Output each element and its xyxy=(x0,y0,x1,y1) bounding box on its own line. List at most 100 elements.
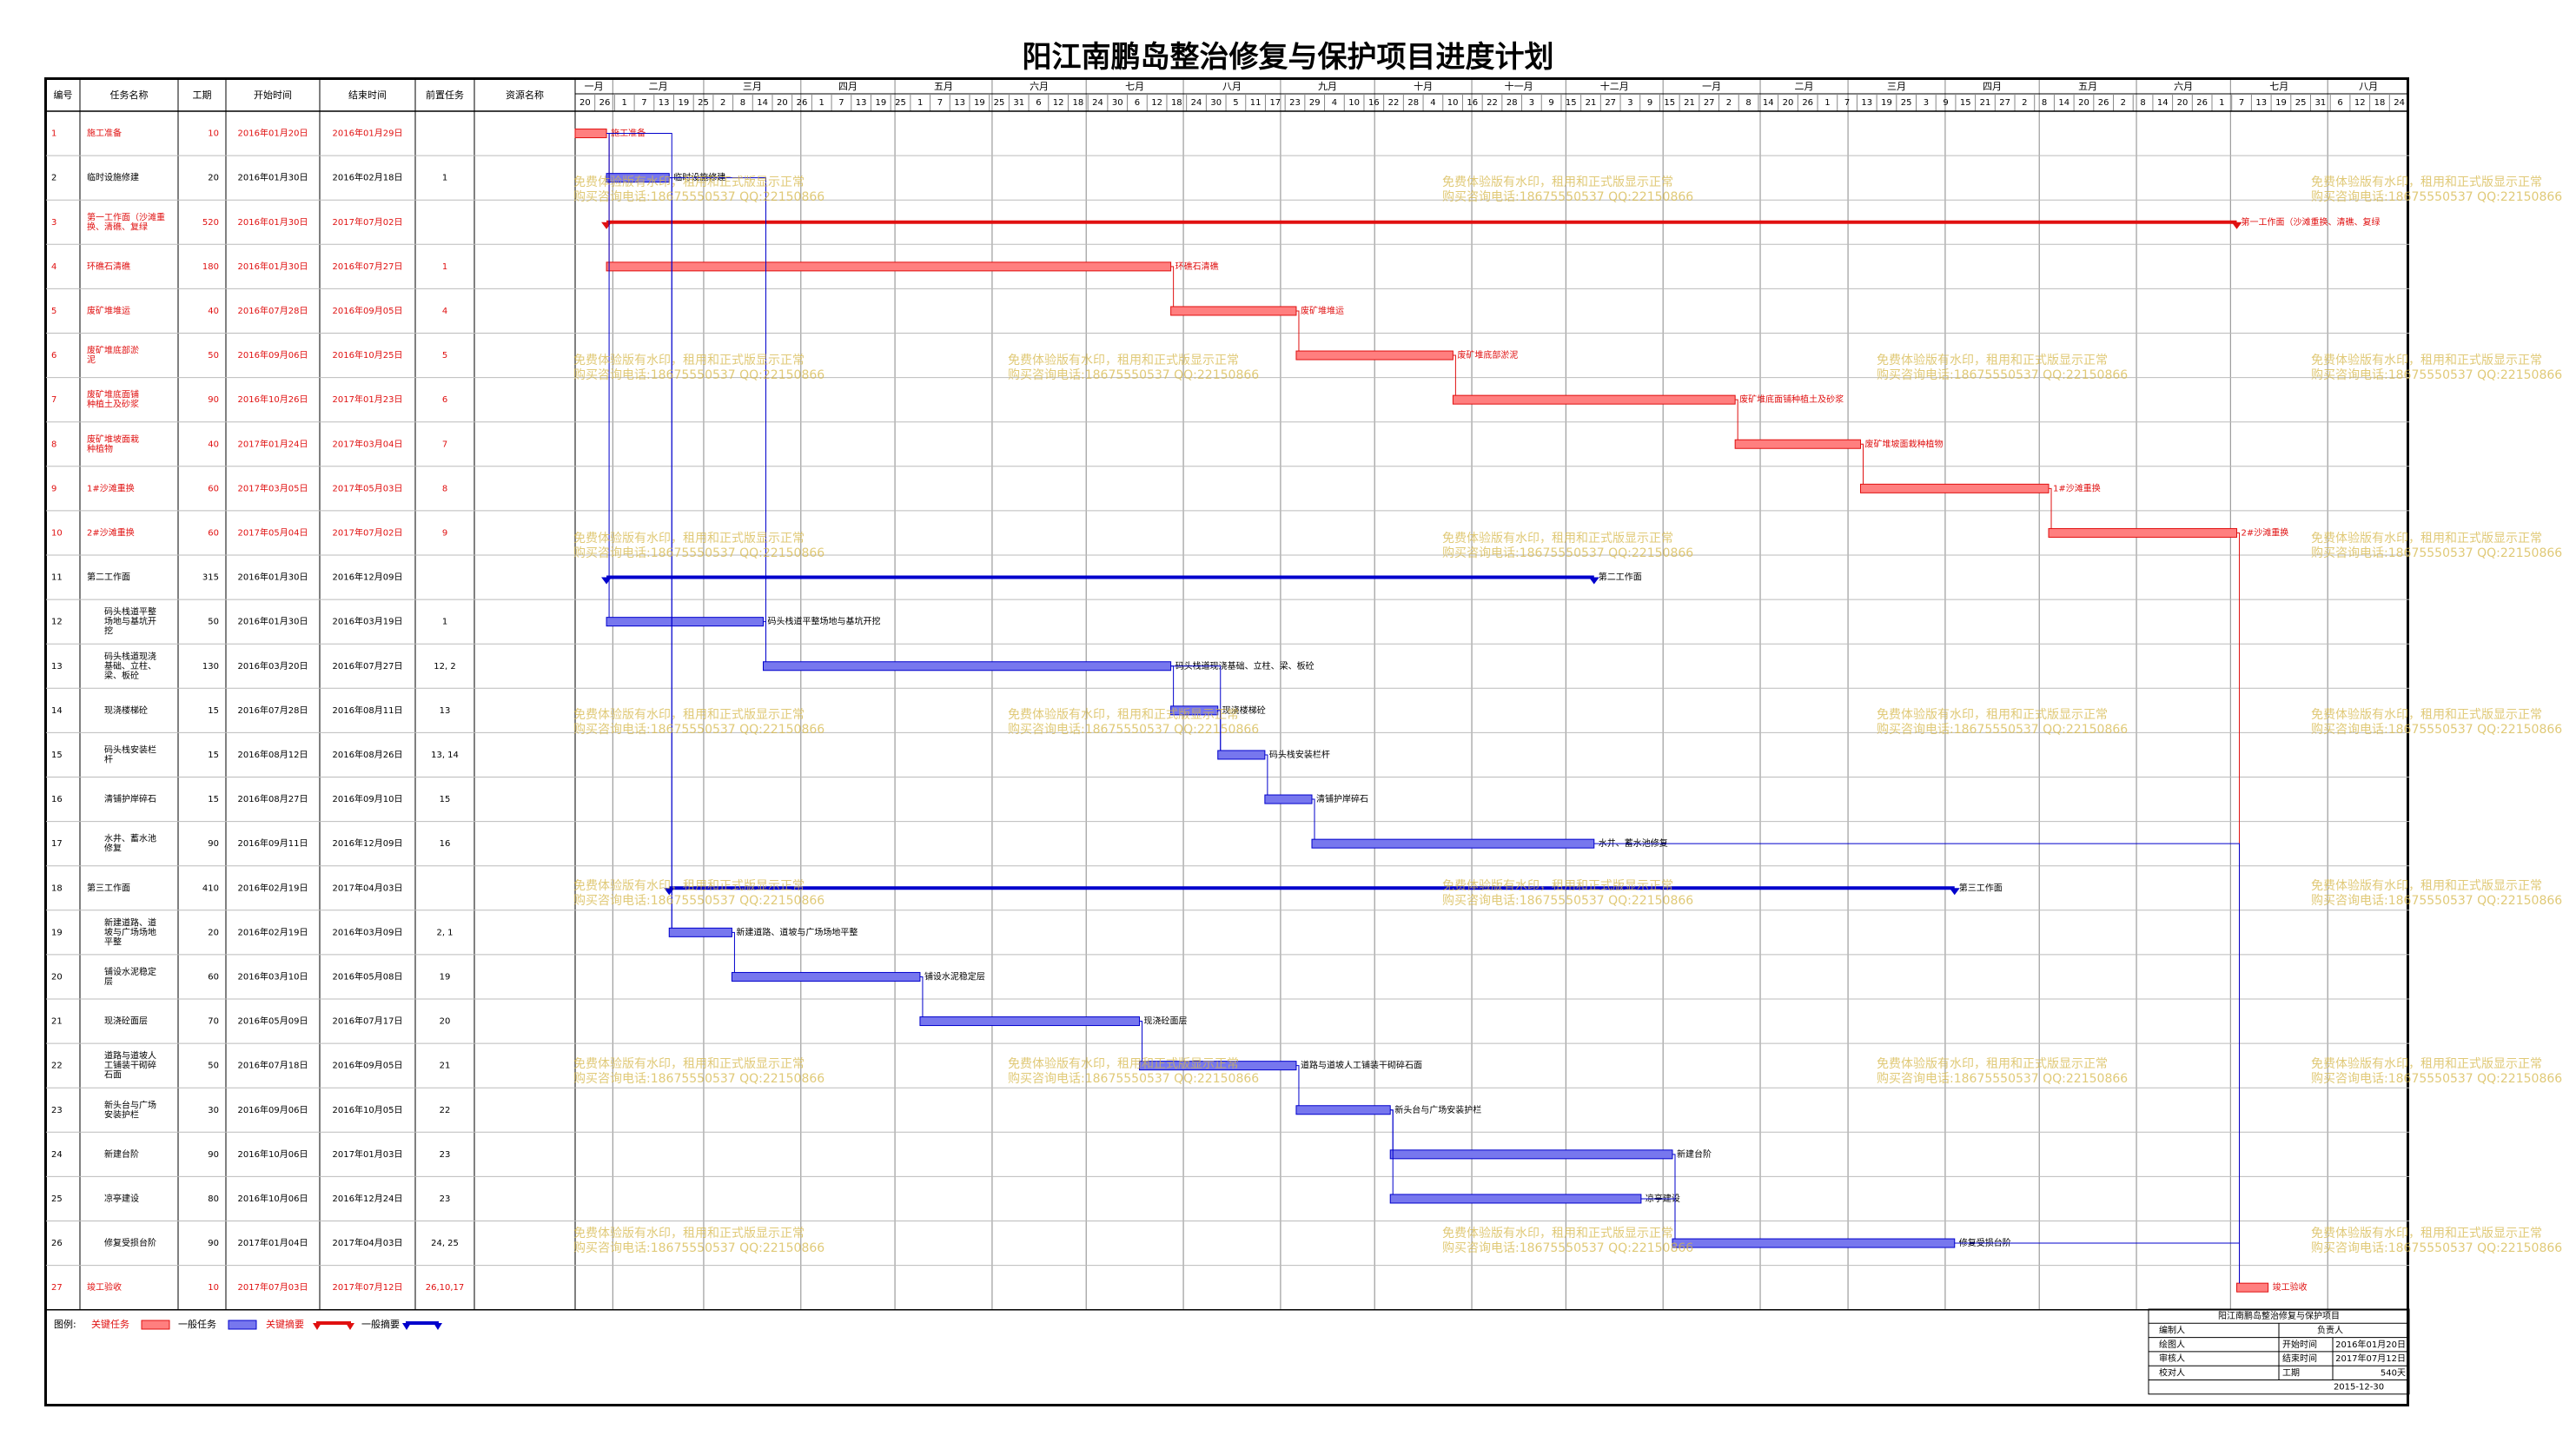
task-name: 码头栈道现浇 xyxy=(104,651,156,662)
bar-label: 现浇砼面层 xyxy=(1144,1016,1188,1027)
task-start: 2016年09月06日 xyxy=(238,349,308,361)
watermark-text: 免费体验版有水印，租用和正式版显示正常 xyxy=(1442,532,1673,546)
task-predecessors: 26,10,17 xyxy=(426,1283,465,1293)
task-start: 2016年07月28日 xyxy=(238,705,308,716)
task-predecessors: 19 xyxy=(440,972,451,982)
day-tick-label: 14 xyxy=(1763,98,1774,108)
day-tick-label: 8 xyxy=(2140,98,2145,108)
task-id: 2 xyxy=(51,174,56,183)
task-end: 2016年09月05日 xyxy=(333,305,403,316)
dependency-line xyxy=(1139,1021,1143,1062)
legend-marker xyxy=(346,1323,354,1330)
task-duration: 90 xyxy=(208,839,219,849)
dependency-line xyxy=(1954,1242,2241,1284)
dependency-line xyxy=(1390,1109,1394,1194)
day-tick-label: 18 xyxy=(1171,98,1182,108)
task-id: 5 xyxy=(51,307,56,316)
watermark-text: 购买咨询电话:18675550537 QQ:22150866 xyxy=(573,723,824,737)
watermark-text: 购买咨询电话:18675550537 QQ:22150866 xyxy=(1877,368,2128,382)
task-id: 22 xyxy=(51,1062,63,1071)
day-tick-label: 24 xyxy=(1191,98,1202,108)
day-tick-label: 9 xyxy=(1943,98,1948,108)
day-tick-label: 22 xyxy=(1388,98,1400,108)
day-tick-label: 30 xyxy=(1112,98,1123,108)
task-id: 12 xyxy=(51,618,63,627)
task-predecessors: 20 xyxy=(440,1017,451,1027)
day-tick-label: 26 xyxy=(797,98,808,108)
day-tick-label: 4 xyxy=(1430,98,1435,108)
task-predecessors: 6 xyxy=(442,395,447,405)
day-tick-label: 17 xyxy=(1269,98,1281,108)
legend-label: 图例: xyxy=(54,1318,76,1330)
task-end: 2016年07月27日 xyxy=(333,660,403,672)
day-tick-label: 20 xyxy=(2078,98,2089,108)
day-tick-label: 15 xyxy=(1960,98,1971,108)
task-duration: 90 xyxy=(208,395,219,405)
day-tick-label: 13 xyxy=(856,98,867,108)
day-tick-label: 1 xyxy=(917,98,923,108)
day-tick-label: 30 xyxy=(1210,98,1222,108)
bar-label: 废矿堆底部淤泥 xyxy=(1457,349,1518,361)
summary-start-marker xyxy=(601,577,613,585)
task-start: 2016年08月27日 xyxy=(238,793,308,804)
task-end: 2016年08月11日 xyxy=(333,705,403,716)
task-duration: 50 xyxy=(208,1062,219,1071)
day-tick-label: 16 xyxy=(1467,98,1478,108)
task-end: 2016年05月08日 xyxy=(333,970,403,982)
watermark-text: 购买咨询电话:18675550537 QQ:22150866 xyxy=(573,894,824,908)
task-start: 2016年03月20日 xyxy=(238,660,308,672)
day-tick-label: 10 xyxy=(1447,98,1459,108)
summary-end-marker xyxy=(1949,888,1960,896)
day-tick-label: 26 xyxy=(2196,98,2208,108)
day-tick-label: 21 xyxy=(1684,98,1695,108)
task-name: 竣工验收 xyxy=(87,1281,122,1293)
task-bar xyxy=(1311,838,1595,849)
watermark-text: 免费体验版有水印，租用和正式版显示正常 xyxy=(1008,708,1239,722)
bar-label: 废矿堆底面铺种植土及砂浆 xyxy=(1739,394,1844,405)
watermark-text: 免费体验版有水印，租用和正式版显示正常 xyxy=(1877,354,2108,367)
task-name: 修复受损台阶 xyxy=(104,1237,156,1248)
task-start: 2016年09月11日 xyxy=(238,837,308,849)
day-tick-label: 15 xyxy=(1566,98,1577,108)
day-tick-label: 13 xyxy=(954,98,965,108)
task-end: 2017年01月23日 xyxy=(333,394,403,405)
column-header: 结束时间 xyxy=(348,89,387,101)
watermark-text: 购买咨询电话:18675550537 QQ:22150866 xyxy=(1008,723,1259,737)
day-tick-label: 7 xyxy=(641,98,646,108)
day-tick-label: 29 xyxy=(1309,98,1321,108)
month-label: 六月 xyxy=(2174,81,2193,92)
task-end: 2016年03月19日 xyxy=(333,616,403,627)
task-start: 2017年03月05日 xyxy=(238,482,308,493)
bar-label: 第二工作面 xyxy=(1599,572,1642,583)
day-tick-label: 20 xyxy=(579,98,591,108)
summary-end-marker xyxy=(1588,577,1599,585)
bar-label: 环礁石清礁 xyxy=(1175,261,1219,272)
task-id: 25 xyxy=(51,1194,63,1204)
task-start: 2016年08月12日 xyxy=(238,749,308,760)
day-tick-label: 2 xyxy=(2022,98,2027,108)
task-name: 新建台阶 xyxy=(104,1148,139,1160)
task-name: 工铺装干砌碎 xyxy=(104,1060,156,1071)
task-bar xyxy=(1295,350,1454,361)
legend-marker xyxy=(402,1323,411,1330)
day-tick-label: 28 xyxy=(1407,98,1419,108)
watermark-text: 免费体验版有水印，租用和正式版显示正常 xyxy=(1877,1057,2108,1071)
task-name: 临时设施修建 xyxy=(87,172,139,183)
info-project: 阳江南鹏岛整治修复与保护项目 xyxy=(2218,1310,2340,1321)
day-tick-label: 2 xyxy=(2121,98,2126,108)
watermark-text: 免费体验版有水印，租用和正式版显示正常 xyxy=(2311,879,2542,893)
task-name: 码头栈道平整 xyxy=(104,606,156,618)
day-tick-label: 8 xyxy=(740,98,745,108)
day-tick-label: 12 xyxy=(1151,98,1162,108)
day-tick-label: 6 xyxy=(1036,98,1041,108)
dependency-line xyxy=(606,133,672,929)
task-name: 换、清礁、复绿 xyxy=(87,221,148,232)
day-tick-label: 19 xyxy=(974,98,985,108)
watermark-text: 免费体验版有水印，租用和正式版显示正常 xyxy=(573,1227,805,1241)
day-tick-label: 20 xyxy=(777,98,788,108)
task-id: 7 xyxy=(51,395,56,405)
bar-label: 新建台阶 xyxy=(1677,1148,1712,1160)
day-tick-label: 21 xyxy=(1980,98,1991,108)
task-predecessors: 1 xyxy=(442,262,447,272)
